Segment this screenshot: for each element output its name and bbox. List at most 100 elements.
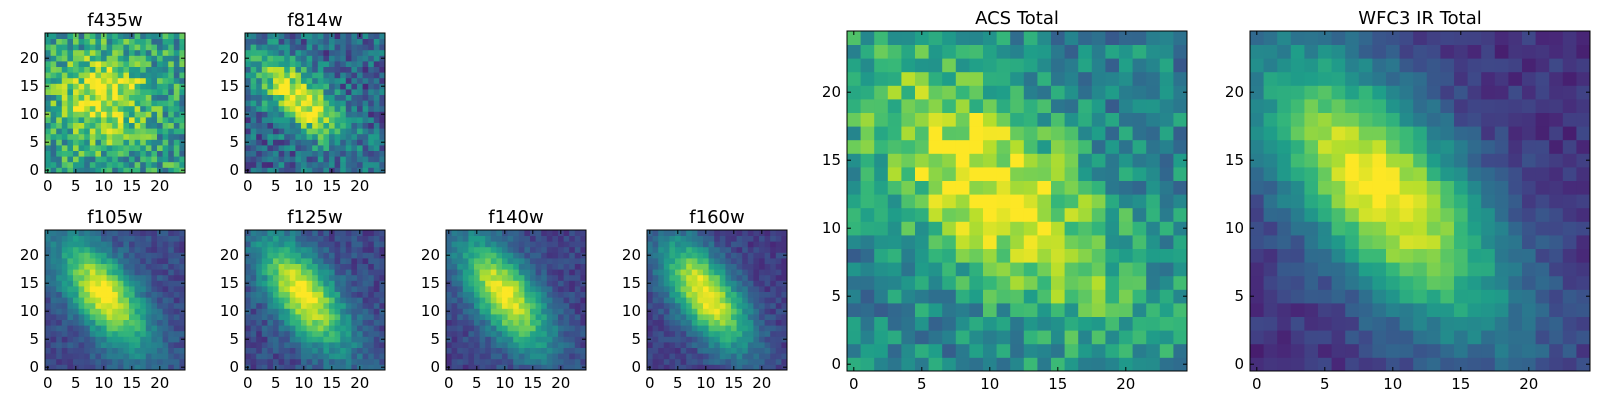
heatmap-cell bbox=[1290, 343, 1305, 358]
heatmap-cell bbox=[295, 241, 302, 248]
heatmap-cell bbox=[179, 353, 186, 360]
heatmap-cell bbox=[680, 297, 687, 304]
heatmap-cell bbox=[1318, 207, 1332, 222]
heatmap-cell bbox=[1173, 180, 1188, 195]
heatmap-cell bbox=[50, 61, 57, 67]
heatmap-cell bbox=[345, 72, 352, 79]
heatmap-cell bbox=[95, 263, 102, 270]
heatmap-cell bbox=[1562, 221, 1577, 236]
heatmap-cell bbox=[535, 252, 542, 259]
heatmap-cell bbox=[1132, 248, 1147, 263]
heatmap-cell bbox=[284, 280, 291, 287]
heatmap-cell bbox=[123, 128, 130, 135]
heatmap-cell bbox=[541, 258, 548, 264]
y-tick-label: 0 bbox=[631, 358, 641, 376]
heatmap-cell bbox=[129, 235, 135, 242]
heatmap-cell bbox=[250, 308, 257, 315]
y-tick-label: 15 bbox=[421, 274, 440, 292]
heatmap-cell bbox=[860, 180, 875, 195]
heatmap-cell bbox=[887, 71, 902, 86]
heatmap-cell bbox=[179, 33, 186, 39]
heatmap-cell bbox=[261, 167, 268, 174]
heatmap-cell bbox=[173, 83, 180, 90]
x-tick-label: 15 bbox=[122, 374, 141, 392]
heatmap-cell bbox=[345, 353, 352, 360]
heatmap-cell bbox=[334, 66, 341, 73]
heatmap-cell bbox=[652, 342, 659, 348]
heatmap-cell bbox=[731, 302, 737, 309]
heatmap-cell bbox=[1345, 235, 1360, 249]
heatmap-cell bbox=[969, 71, 984, 86]
heatmap-cell bbox=[942, 235, 957, 249]
heatmap-cell bbox=[558, 274, 564, 281]
heatmap-cell bbox=[362, 66, 369, 73]
heatmap-cell bbox=[697, 274, 704, 281]
heatmap-cell bbox=[996, 303, 1011, 317]
heatmap-cell bbox=[162, 308, 169, 315]
heatmap-cell bbox=[1372, 289, 1387, 304]
heatmap-cell bbox=[289, 83, 296, 90]
heatmap-cell bbox=[145, 291, 152, 298]
heatmap-cell bbox=[1105, 85, 1120, 100]
heatmap-cell bbox=[256, 342, 263, 348]
heatmap-cell bbox=[157, 122, 163, 129]
heatmap-cell bbox=[250, 263, 257, 270]
heatmap-cell bbox=[1091, 330, 1106, 345]
heatmap-cell bbox=[479, 274, 486, 281]
heatmap-cell bbox=[289, 358, 296, 365]
heatmap-cell bbox=[563, 280, 570, 287]
heatmap-cell bbox=[323, 128, 330, 135]
heatmap-cell bbox=[340, 83, 347, 90]
heatmap-cell bbox=[345, 258, 352, 264]
heatmap-cell bbox=[351, 105, 358, 112]
heatmap-cell bbox=[45, 94, 51, 101]
heatmap-cell bbox=[351, 358, 358, 365]
heatmap-cell bbox=[357, 100, 363, 107]
heatmap-cell bbox=[1576, 235, 1591, 249]
heatmap-cell bbox=[312, 38, 319, 45]
heatmap-cell bbox=[1051, 71, 1065, 86]
heatmap-cell bbox=[95, 291, 102, 298]
heatmap-cell bbox=[775, 325, 782, 332]
x-tick-label: 10 bbox=[94, 177, 113, 195]
heatmap-cell bbox=[457, 330, 464, 337]
heatmap-cell bbox=[168, 325, 175, 332]
heatmap-cell bbox=[334, 280, 341, 287]
heatmap-cell bbox=[1549, 167, 1564, 181]
heatmap-cell bbox=[168, 66, 175, 73]
heatmap-cell bbox=[502, 258, 508, 264]
heatmap-cell bbox=[1549, 180, 1564, 195]
heatmap-cell bbox=[134, 44, 141, 51]
heatmap-cell bbox=[145, 252, 152, 259]
heatmap-cell bbox=[496, 291, 503, 298]
heatmap-cell bbox=[357, 274, 363, 281]
heatmap-cell bbox=[753, 325, 760, 332]
heatmap-cell bbox=[901, 357, 916, 372]
heatmap-cell bbox=[284, 353, 291, 360]
heatmap-cell bbox=[295, 139, 302, 146]
heatmap-cell bbox=[334, 44, 341, 51]
heatmap-cell bbox=[759, 336, 765, 343]
heatmap-cell bbox=[145, 83, 152, 90]
heatmap-cell bbox=[151, 105, 158, 112]
heatmap-cell bbox=[250, 167, 257, 174]
heatmap-cell bbox=[1037, 31, 1052, 45]
heatmap-cell bbox=[340, 94, 347, 101]
heatmap-cell bbox=[312, 353, 319, 360]
heatmap-cell bbox=[173, 89, 180, 95]
heatmap-cell bbox=[61, 89, 68, 95]
heatmap-cell bbox=[535, 314, 542, 320]
heatmap-cell bbox=[129, 358, 135, 365]
heatmap-cell bbox=[61, 72, 68, 79]
heatmap-cell bbox=[1091, 126, 1106, 141]
heatmap-cell bbox=[485, 364, 492, 371]
heatmap-cell bbox=[1331, 167, 1346, 181]
heatmap-cell bbox=[747, 297, 754, 304]
heatmap-cell bbox=[295, 89, 302, 95]
heatmap-cell bbox=[345, 100, 352, 107]
heatmap-cell bbox=[278, 230, 285, 236]
heatmap-cell bbox=[955, 71, 970, 86]
heatmap-cell bbox=[117, 241, 124, 248]
heatmap-cell bbox=[95, 167, 102, 174]
heatmap-cell bbox=[168, 308, 175, 315]
